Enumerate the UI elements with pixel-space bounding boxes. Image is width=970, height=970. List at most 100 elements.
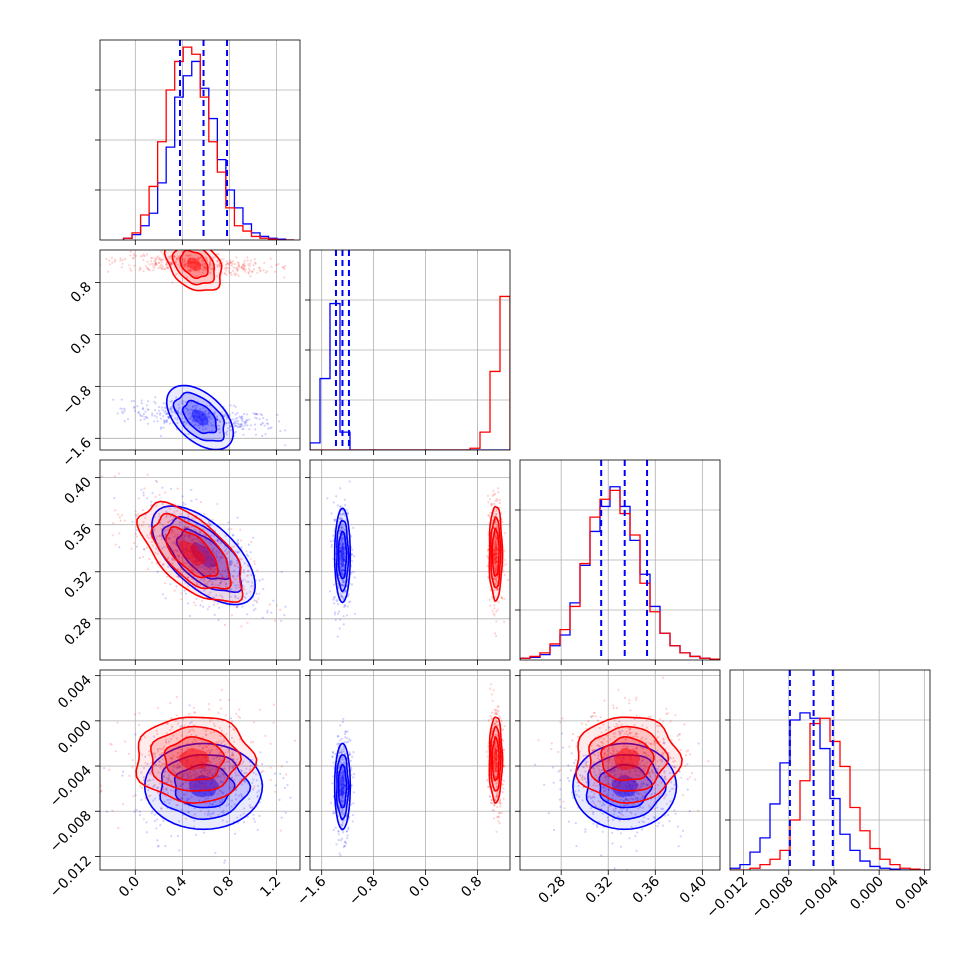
sample-point	[202, 768, 205, 771]
sample-point	[232, 754, 235, 757]
sample-point	[670, 787, 673, 790]
sample-point	[340, 539, 343, 542]
sample-point	[232, 260, 235, 263]
sample-point	[341, 538, 344, 541]
sample-point	[160, 807, 163, 810]
sample-point	[637, 787, 640, 790]
sample-point	[188, 417, 191, 420]
sample-point	[503, 765, 506, 768]
sample-point	[333, 811, 336, 815]
sample-point	[256, 791, 259, 794]
hist-panel-3	[725, 669, 931, 871]
sample-point	[346, 730, 349, 733]
sample-point	[229, 561, 232, 564]
sample-point	[145, 821, 148, 824]
sample-point	[242, 268, 245, 271]
sample-point	[495, 581, 498, 585]
sample-point	[155, 256, 158, 259]
sample-point	[204, 730, 207, 733]
sample-point	[584, 770, 587, 773]
sample-point	[490, 596, 493, 599]
sample-point	[139, 419, 142, 422]
sample-point	[242, 820, 246, 824]
sample-point	[135, 545, 138, 548]
sample-point	[187, 535, 190, 538]
sample-point	[241, 762, 244, 765]
sample-point	[599, 800, 602, 803]
sample-point	[206, 814, 209, 817]
sample-point	[193, 738, 196, 741]
sample-point	[156, 570, 159, 573]
sample-point	[229, 271, 232, 274]
sample-point	[215, 555, 218, 558]
sample-point	[229, 564, 232, 567]
hist-panel-0	[95, 39, 301, 241]
sample-point	[206, 773, 209, 776]
sample-point	[117, 513, 120, 516]
sample-point	[354, 612, 357, 615]
sample-point	[502, 748, 506, 752]
sample-point	[205, 560, 209, 563]
sample-point	[339, 771, 342, 775]
sample-point	[242, 587, 245, 590]
sample-point	[230, 754, 233, 757]
sample-point	[342, 584, 345, 587]
sample-point	[163, 545, 166, 548]
sample-point	[196, 582, 199, 585]
sample-point	[147, 268, 150, 271]
sample-point	[177, 757, 180, 760]
sample-point	[233, 778, 236, 781]
sample-point	[563, 807, 566, 810]
sample-point	[199, 604, 202, 607]
sample-point	[173, 510, 176, 513]
sample-point	[218, 582, 222, 585]
sample-point	[667, 813, 670, 817]
red-contour	[164, 525, 219, 579]
sample-point	[191, 563, 194, 567]
sample-point	[138, 723, 141, 727]
sample-point	[255, 413, 259, 416]
sample-point	[192, 419, 195, 422]
sample-point	[249, 741, 252, 744]
sample-point	[347, 601, 350, 604]
sample-point	[201, 747, 204, 750]
sample-point	[494, 709, 497, 712]
sample-point	[674, 714, 677, 717]
sample-point	[252, 536, 255, 539]
sample-point	[662, 752, 665, 755]
sample-point	[216, 538, 219, 541]
sample-point	[178, 255, 181, 258]
sample-point	[590, 790, 593, 793]
sample-point	[293, 739, 296, 742]
blue-histogram	[122, 60, 295, 240]
sample-point	[141, 753, 144, 756]
sample-point	[243, 588, 246, 591]
sample-point	[110, 743, 113, 746]
red-contour	[163, 736, 226, 782]
sample-point	[568, 779, 571, 782]
sample-point	[233, 803, 236, 806]
sample-point	[619, 845, 623, 848]
sample-point	[209, 523, 212, 526]
sample-point	[264, 271, 267, 274]
sample-point	[192, 786, 196, 789]
sample-point	[177, 575, 180, 578]
panel-frame	[309, 669, 511, 871]
sample-point	[199, 545, 202, 548]
sample-point	[190, 499, 193, 503]
sample-point	[641, 724, 644, 727]
sample-point	[211, 768, 214, 771]
sample-point	[627, 818, 630, 822]
sample-point	[489, 687, 492, 690]
sample-point	[156, 552, 160, 556]
sample-point	[639, 785, 642, 788]
sample-point	[185, 562, 188, 565]
sample-point	[203, 567, 206, 570]
sample-point	[342, 769, 345, 772]
sample-point	[341, 583, 344, 587]
sample-point	[233, 272, 236, 275]
sample-point	[224, 714, 227, 717]
sample-point	[251, 758, 254, 761]
sample-point	[344, 504, 347, 507]
sample-point	[220, 760, 223, 763]
